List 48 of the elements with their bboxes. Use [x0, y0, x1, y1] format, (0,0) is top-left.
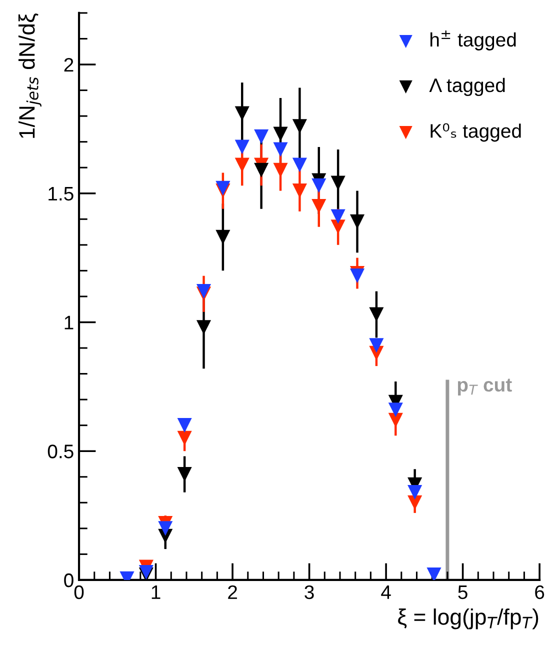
point — [369, 307, 384, 322]
point — [234, 140, 250, 154]
point — [177, 467, 192, 482]
point — [408, 485, 422, 500]
x-tick-label: 4 — [381, 586, 391, 599]
y-axis-title: 1/N$_{jets}$ dN/dξ — [18, 14, 42, 138]
y-tick-label: 0.5 — [48, 444, 74, 458]
point — [369, 338, 384, 353]
y-tick-label: 0 — [64, 573, 74, 588]
x-tick-label: 1 — [152, 586, 160, 599]
point — [330, 176, 346, 190]
point — [408, 495, 422, 510]
x-tick-label: 5 — [458, 586, 468, 600]
x-axis-title: ξ = log(jp$_{T}$/fp$_{T}$) — [398, 608, 538, 630]
point — [312, 178, 326, 193]
point — [292, 184, 307, 198]
x-tick-label: 0 — [74, 585, 84, 600]
point — [138, 564, 154, 580]
legend-label: Λ tagged — [429, 78, 505, 96]
point — [234, 158, 250, 172]
point — [216, 230, 230, 244]
point — [273, 142, 288, 157]
ref-line-label: p$_{T}$ cut — [458, 378, 512, 396]
point — [388, 402, 403, 418]
y-tick-label: 1 — [64, 316, 74, 330]
point — [292, 158, 307, 172]
point — [196, 320, 212, 335]
point — [234, 106, 250, 121]
point — [330, 220, 346, 234]
point — [254, 129, 269, 144]
y-tick-label: 2 — [64, 58, 74, 72]
point — [330, 209, 346, 224]
point — [177, 430, 192, 446]
point — [292, 119, 307, 134]
x-tick-label: 3 — [304, 585, 314, 600]
point — [273, 162, 288, 178]
x-tick-label: 6 — [535, 585, 544, 600]
x-tick-label: 2 — [228, 585, 237, 599]
legend-label: h$^{±}$ tagged — [430, 30, 516, 50]
point — [177, 418, 192, 433]
point — [216, 180, 230, 196]
point — [254, 162, 269, 178]
point — [273, 126, 288, 142]
legend-label: K⁰ₛ tagged — [430, 123, 521, 142]
y-tick-label: 1.5 — [48, 187, 74, 201]
point — [350, 214, 365, 230]
point — [158, 521, 173, 536]
point — [350, 268, 365, 284]
